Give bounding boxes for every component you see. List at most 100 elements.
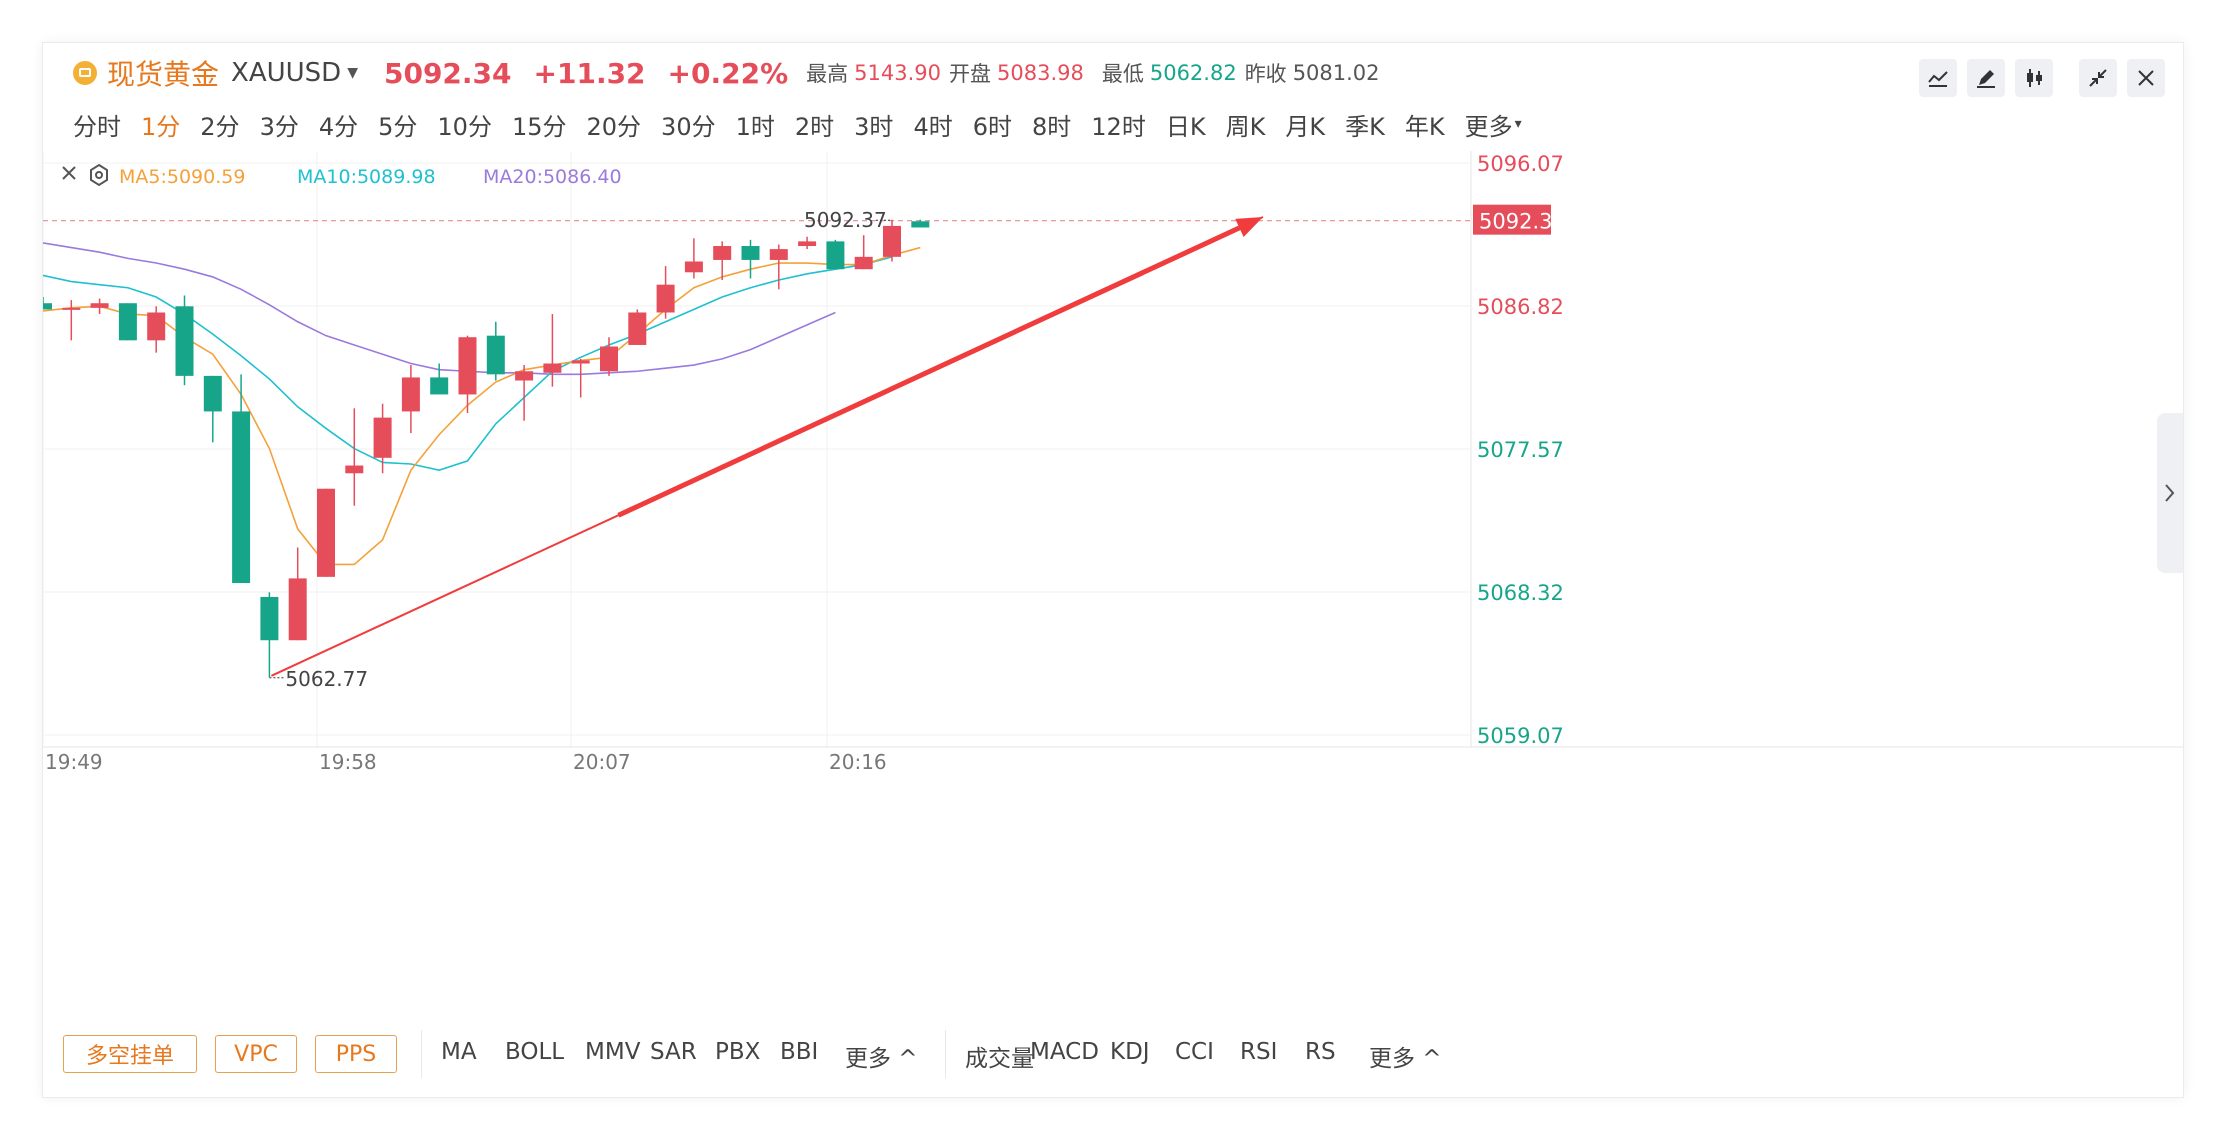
indicator-[interactable]: 更多 ^ bbox=[845, 1046, 918, 1072]
timeframe-12[interactable]: 3时 bbox=[854, 112, 894, 141]
timeframe-11[interactable]: 2时 bbox=[794, 112, 835, 141]
chart-type-button[interactable] bbox=[2015, 59, 2053, 97]
candle-body[interactable] bbox=[373, 417, 392, 458]
ma10-legend[interactable]: MA10:5089.98 bbox=[297, 166, 436, 188]
candle-body[interactable] bbox=[826, 241, 845, 270]
divider bbox=[421, 1030, 422, 1078]
draw-button[interactable] bbox=[1967, 59, 2005, 97]
side-panel-toggle[interactable] bbox=[2157, 413, 2183, 573]
timeframe-10[interactable]: 1时 bbox=[735, 112, 775, 141]
symbol-name[interactable]: 现货黄金 bbox=[107, 58, 220, 91]
candle-body[interactable] bbox=[118, 303, 137, 341]
indicator-mmv[interactable]: MMV bbox=[585, 1039, 641, 1065]
candle-body[interactable] bbox=[147, 312, 166, 341]
candle-body[interactable] bbox=[571, 360, 590, 364]
timeframe-15[interactable]: 8时 bbox=[1032, 112, 1072, 141]
chart-widget: 现货黄金 XAUUSD ▼ 5092.34 +11.32 +0.22% 最高 5… bbox=[42, 42, 2184, 1098]
symbol-code[interactable]: XAUUSD bbox=[231, 58, 342, 88]
indicator-rsi[interactable]: RSI bbox=[1240, 1039, 1278, 1065]
candle-body[interactable] bbox=[911, 221, 930, 228]
indicator-cci[interactable]: CCI bbox=[1175, 1039, 1214, 1065]
ma20-legend[interactable]: MA20:5086.40 bbox=[483, 166, 622, 188]
timeframe-18[interactable]: 周K bbox=[1225, 112, 1266, 141]
timeframe-3[interactable]: 3分 bbox=[259, 112, 299, 141]
prev-close-value: 5081.02 bbox=[1292, 61, 1380, 85]
indicator-boll[interactable]: BOLL bbox=[505, 1039, 565, 1065]
candle-body[interactable] bbox=[458, 337, 477, 395]
candle-body[interactable] bbox=[43, 303, 52, 310]
collapse-button[interactable] bbox=[2079, 59, 2117, 97]
timeframe-5[interactable]: 5分 bbox=[378, 112, 418, 141]
candle-body[interactable] bbox=[656, 284, 675, 313]
timeframe-21[interactable]: 年K bbox=[1404, 112, 1445, 141]
candle-body[interactable] bbox=[741, 246, 760, 260]
candle-body[interactable] bbox=[486, 335, 505, 375]
y-tick-label: 5096.07 bbox=[1477, 152, 1564, 176]
indicator-[interactable]: 更多 ^ bbox=[1369, 1046, 1442, 1072]
candle-body[interactable] bbox=[430, 377, 449, 395]
candle-body[interactable] bbox=[203, 375, 222, 412]
pps-button[interactable]: PPS bbox=[315, 1035, 397, 1073]
candle-body[interactable] bbox=[515, 371, 534, 381]
candle-body[interactable] bbox=[401, 377, 420, 412]
y-tick-label: 5086.82 bbox=[1477, 295, 1564, 319]
ma5-legend[interactable]: MA5:5090.59 bbox=[119, 166, 245, 188]
candlestick-chart[interactable]: 5096.07 5086.82 5077.57 5068.32 5059.07 19:49… bbox=[43, 151, 2183, 1053]
timeframe-22[interactable]: 更多 bbox=[1464, 112, 1513, 141]
indicator-kdj[interactable]: KDJ bbox=[1110, 1039, 1150, 1065]
candle-body[interactable] bbox=[317, 488, 335, 577]
indicator-bbi[interactable]: BBI bbox=[780, 1039, 819, 1065]
indicator-[interactable]: 成交量 bbox=[965, 1046, 1034, 1072]
timeframe-19[interactable]: 月K bbox=[1285, 112, 1326, 141]
indicator-rs[interactable]: RS bbox=[1305, 1039, 1336, 1065]
candle-body[interactable] bbox=[684, 261, 703, 273]
timeframe-16[interactable]: 12时 bbox=[1091, 112, 1146, 141]
indicator-ma[interactable]: MA bbox=[441, 1039, 477, 1065]
last-price: 5092.34 bbox=[383, 56, 512, 90]
timeframe-1[interactable]: 1分 bbox=[141, 112, 181, 141]
y-tick-label: 5068.32 bbox=[1477, 581, 1564, 605]
timeframe-13[interactable]: 4时 bbox=[913, 112, 953, 141]
open-label: 开盘 bbox=[949, 62, 991, 86]
timeframe-6[interactable]: 10分 bbox=[437, 112, 492, 141]
candle-body[interactable] bbox=[288, 578, 307, 641]
indicator-pbx[interactable]: PBX bbox=[715, 1039, 761, 1065]
candle-body[interactable] bbox=[260, 596, 279, 641]
x-tick-label: 19:49 bbox=[45, 750, 103, 774]
indicator-sar[interactable]: SAR bbox=[650, 1039, 697, 1065]
candle-body[interactable] bbox=[345, 465, 364, 474]
candle-body[interactable] bbox=[543, 363, 562, 373]
close-icon[interactable] bbox=[62, 166, 76, 180]
timeframe-20[interactable]: 季K bbox=[1345, 112, 1385, 141]
candle-body[interactable] bbox=[600, 346, 618, 372]
candle-body[interactable] bbox=[628, 312, 647, 345]
timeframe-7[interactable]: 15分 bbox=[511, 112, 567, 141]
vpc-button[interactable]: VPC bbox=[215, 1035, 297, 1073]
caret-down-icon[interactable]: ▾ bbox=[1514, 116, 1522, 132]
candle-body[interactable] bbox=[713, 246, 732, 260]
candle-body[interactable] bbox=[769, 249, 788, 260]
candle-body[interactable] bbox=[90, 303, 109, 308]
collapse-icon bbox=[2089, 69, 2107, 87]
settings-icon[interactable] bbox=[90, 163, 108, 187]
timeframe-8[interactable]: 20分 bbox=[586, 112, 642, 141]
long-short-orders-button[interactable]: 多空挂单 bbox=[63, 1035, 197, 1073]
candlestick-icon bbox=[2027, 69, 2042, 87]
timeframe-2[interactable]: 2分 bbox=[200, 112, 240, 141]
timeframe-9[interactable]: 30分 bbox=[661, 112, 716, 141]
candle-body[interactable] bbox=[798, 241, 817, 247]
timeframe-0[interactable]: 分时 bbox=[73, 112, 121, 141]
candle-body[interactable] bbox=[175, 306, 194, 376]
line-chart-icon bbox=[1928, 71, 1948, 87]
timeframe-17[interactable]: 日K bbox=[1165, 112, 1206, 141]
candle-body[interactable] bbox=[62, 307, 81, 310]
close-button[interactable] bbox=[2127, 59, 2165, 97]
indicator-macd[interactable]: MACD bbox=[1030, 1039, 1099, 1065]
candle-body[interactable] bbox=[883, 225, 901, 257]
chevron-down-icon[interactable]: ▼ bbox=[347, 65, 358, 81]
candle-body[interactable] bbox=[854, 256, 873, 270]
line-chart-button[interactable] bbox=[1919, 59, 1957, 97]
candle-body[interactable] bbox=[232, 411, 251, 584]
timeframe-14[interactable]: 6时 bbox=[972, 112, 1012, 141]
timeframe-4[interactable]: 4分 bbox=[318, 112, 359, 141]
